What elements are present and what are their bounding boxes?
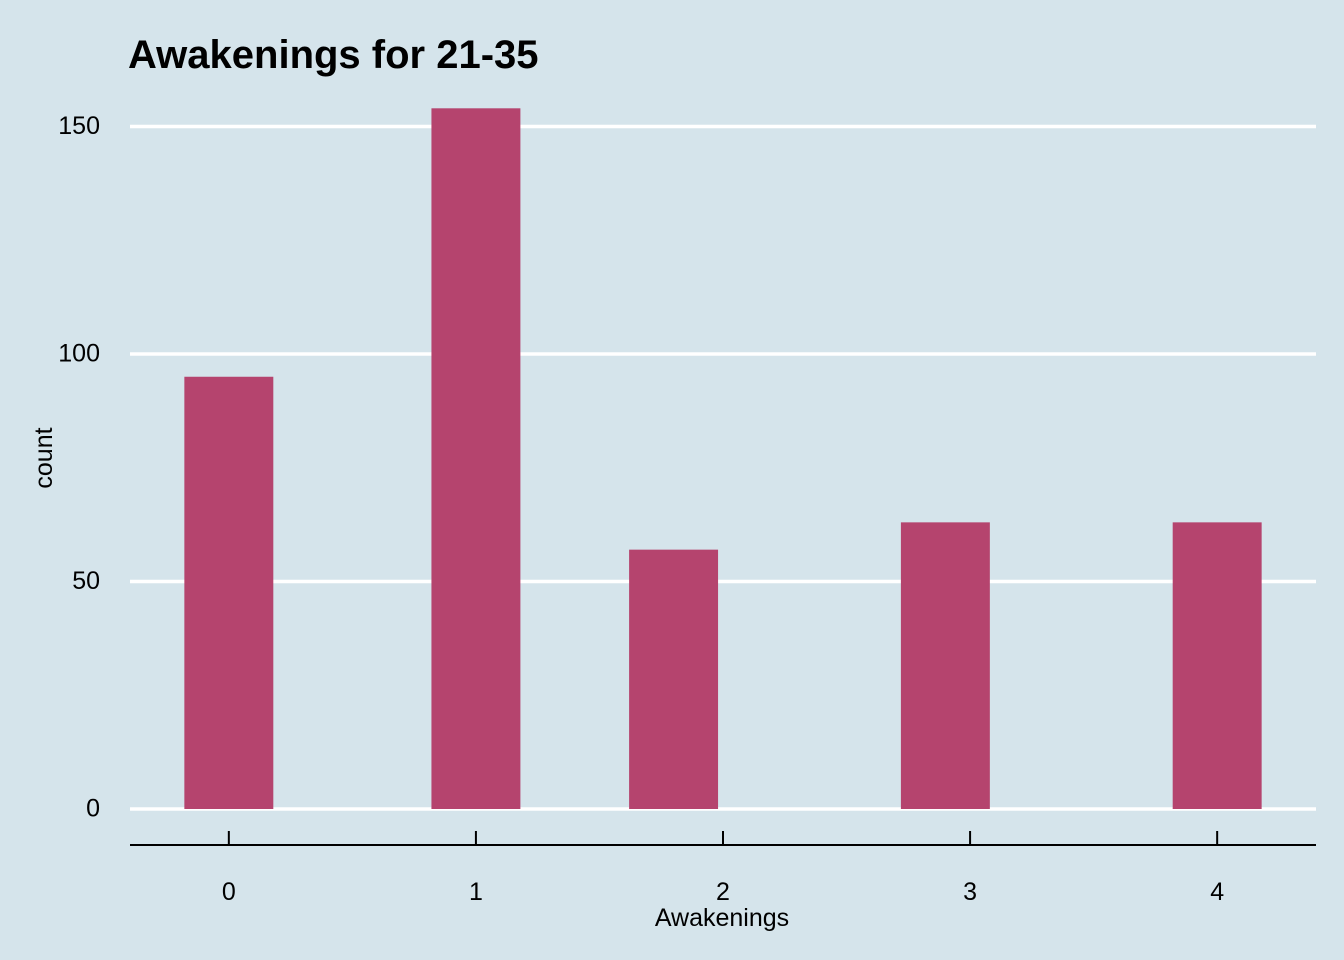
chart-title: Awakenings for 21-35 [128,33,539,77]
y-axis-label: count [30,427,58,488]
x-tick-label-3: 3 [963,878,977,906]
gridlines [130,124,1316,811]
x-ticks: 0 1 2 3 4 [222,831,1224,906]
x-tick-label-4: 4 [1210,878,1224,906]
bar-4 [1172,522,1262,809]
y-tick-label-0: 0 [86,795,100,823]
x-tick-label-1: 1 [469,878,483,906]
y-tick-label-150: 150 [58,112,100,140]
y-tick-labels: 0 50 100 150 [58,112,100,823]
x-tick-label-2: 2 [716,878,730,906]
x-tick-label-0: 0 [222,878,236,906]
bars [184,108,1262,810]
x-axis-label: Awakenings [655,904,789,932]
bar-0 [184,376,274,809]
y-tick-label-100: 100 [58,340,100,368]
y-tick-label-50: 50 [72,567,100,595]
bar-2 [629,549,719,809]
bar-3 [900,522,990,809]
bar-1 [431,108,521,810]
